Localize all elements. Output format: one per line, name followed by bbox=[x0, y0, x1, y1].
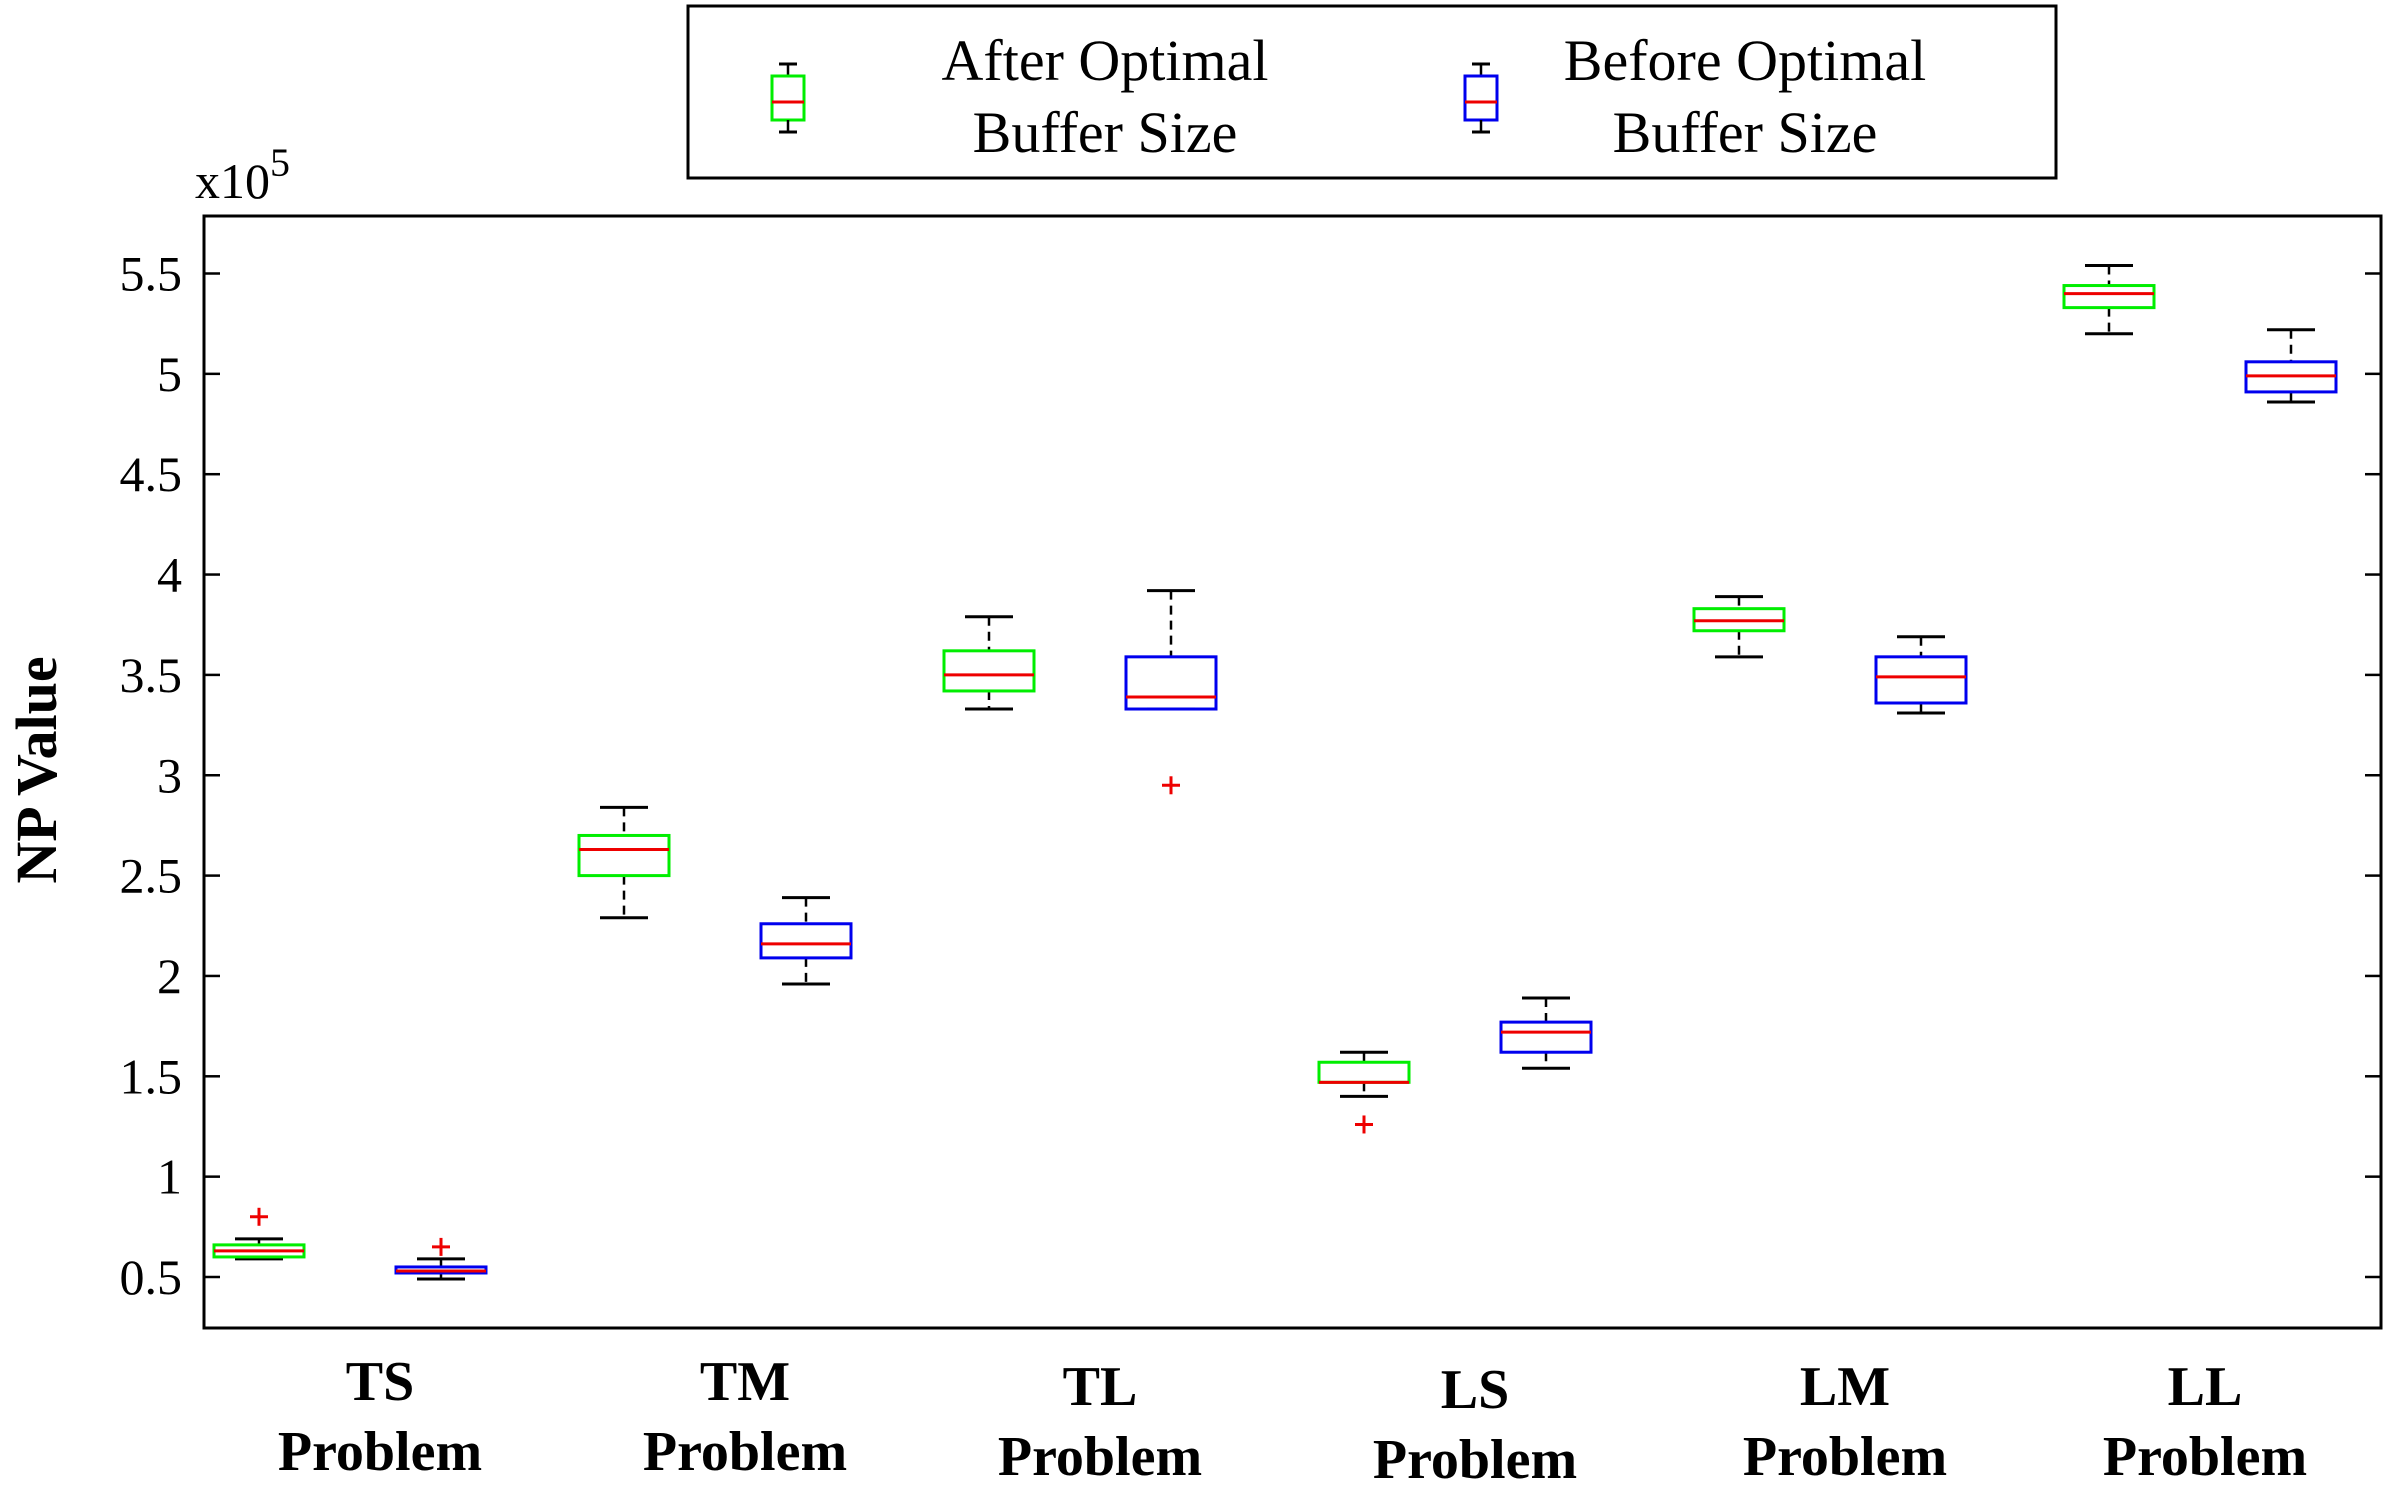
box-after-1 bbox=[577, 805, 671, 920]
box-iqr bbox=[1124, 655, 1218, 711]
plot-frame bbox=[202, 214, 2383, 1330]
category-label-code: LM bbox=[1800, 1356, 1890, 1418]
y-tick-label: 1 bbox=[157, 1149, 182, 1205]
box-before-0 bbox=[394, 1237, 488, 1281]
outlier-marker bbox=[432, 1237, 450, 1256]
y-tick-label: 4 bbox=[157, 547, 182, 603]
x-axis-categories: TS Problem TM Problem TL Problem LS Problem LM Pr… bbox=[278, 1351, 2307, 1490]
series-before bbox=[394, 328, 2338, 1281]
legend-label-line1: Before Optimal bbox=[1564, 28, 1926, 93]
y-tick-label: 5.5 bbox=[120, 246, 183, 302]
y-scale-base: x10 bbox=[195, 153, 270, 209]
y-tick-label: 3.5 bbox=[120, 647, 183, 703]
y-scale-factor: x105 bbox=[195, 140, 290, 209]
y-tick-label: 4.5 bbox=[120, 446, 183, 502]
outlier-marker bbox=[1162, 776, 1180, 795]
legend: After Optimal Buffer Size Before Optimal Bu… bbox=[686, 4, 2058, 180]
box-before-3 bbox=[1499, 996, 1593, 1070]
legend-boxplot-icon bbox=[770, 62, 806, 134]
y-tick-label: 5 bbox=[157, 346, 182, 402]
box-iqr bbox=[2062, 284, 2156, 310]
category-label-problem: Problem bbox=[643, 1421, 847, 1483]
box-before-1 bbox=[759, 896, 853, 986]
box-after-5 bbox=[2062, 263, 2156, 336]
box-after-2 bbox=[942, 615, 1036, 711]
legend-label-line2: Buffer Size bbox=[973, 100, 1238, 165]
y-tick-label: 2.5 bbox=[120, 848, 183, 904]
category-label-problem: Problem bbox=[1743, 1426, 1947, 1488]
box-iqr bbox=[1317, 1060, 1411, 1084]
box-after-4 bbox=[1692, 595, 1786, 659]
legend-entry-after: After Optimal Buffer Size bbox=[770, 28, 1269, 165]
y-axis-label: NP Value bbox=[4, 656, 69, 883]
box-iqr bbox=[942, 649, 1036, 693]
box-before-2 bbox=[1124, 589, 1218, 795]
box-iqr bbox=[577, 833, 671, 878]
legend-label-line1: After Optimal bbox=[942, 28, 1269, 93]
box-before-4 bbox=[1874, 635, 1968, 715]
legend-entry-before: Before Optimal Buffer Size bbox=[1463, 28, 1926, 165]
category-label-problem: Problem bbox=[278, 1421, 482, 1483]
category-label-problem: Problem bbox=[2103, 1426, 2307, 1488]
box-series bbox=[212, 263, 2338, 1281]
category-label-code: TS bbox=[346, 1351, 415, 1413]
box-after-3 bbox=[1317, 1050, 1411, 1134]
category-label-code: LL bbox=[2168, 1356, 2243, 1418]
y-axis-ticks: 0.5 1 1.5 2 2.5 3 3.5 4 4.5 5 5.5 bbox=[120, 246, 2381, 1305]
y-tick-label: 1.5 bbox=[120, 1048, 183, 1104]
box-after-0 bbox=[212, 1207, 306, 1261]
category-label-code: TL bbox=[1063, 1356, 1138, 1418]
legend-boxplot-icon bbox=[1463, 62, 1499, 134]
y-tick-label: 3 bbox=[157, 747, 182, 803]
category-label-problem: Problem bbox=[1373, 1429, 1577, 1490]
category-label-code: TM bbox=[700, 1351, 790, 1413]
category-label-code: LS bbox=[1441, 1359, 1510, 1421]
box-iqr bbox=[1499, 1020, 1593, 1054]
y-tick-label: 2 bbox=[157, 948, 182, 1004]
outlier-marker bbox=[250, 1207, 268, 1226]
y-tick-label: 0.5 bbox=[120, 1249, 183, 1305]
box-iqr bbox=[759, 922, 853, 960]
box-iqr bbox=[1874, 655, 1968, 705]
outlier-marker bbox=[1355, 1115, 1373, 1134]
box-before-5 bbox=[2244, 328, 2338, 404]
series-after bbox=[212, 263, 2156, 1261]
legend-label-line2: Buffer Size bbox=[1613, 100, 1878, 165]
y-scale-exponent: 5 bbox=[270, 140, 290, 185]
legend-entries: After Optimal Buffer Size Before Optimal Bu… bbox=[770, 28, 1926, 165]
legend-frame bbox=[686, 4, 2058, 180]
category-label-problem: Problem bbox=[998, 1426, 1202, 1488]
